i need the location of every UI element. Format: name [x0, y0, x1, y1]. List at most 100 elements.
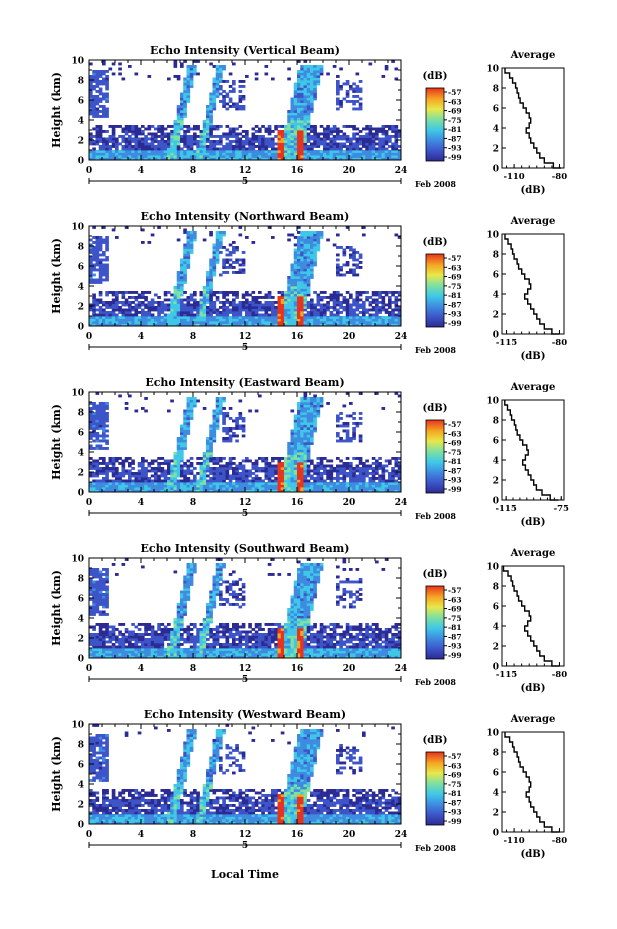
heatmap-cell [388, 145, 392, 148]
heatmap-cell [92, 150, 96, 153]
heatmap-cell [297, 288, 301, 292]
heatmap [89, 60, 402, 161]
heatmap-cell [362, 137, 366, 141]
heatmap-cell [293, 130, 298, 133]
heatmap-cell [316, 231, 321, 234]
heatmap-cell [287, 281, 291, 284]
heatmap-cell [134, 147, 139, 151]
heatmap-cell [215, 427, 220, 430]
heatmap-cell [329, 313, 334, 317]
heatmap-cell [258, 135, 262, 138]
heatmap-cell [254, 477, 259, 480]
heatmap-cell [183, 291, 187, 294]
heatmap-cell [251, 306, 256, 309]
heatmap-cell [160, 484, 165, 488]
heatmap-cell [92, 266, 96, 269]
heatmap-cell [173, 318, 178, 322]
heatmap-cell [310, 246, 314, 249]
heatmap-cell [313, 231, 317, 234]
heatmap-cell [232, 432, 236, 435]
heatmap-cell [241, 251, 246, 254]
heatmap-cell [124, 313, 129, 317]
heatmap-cell [95, 432, 100, 435]
heatmap-cell [287, 487, 291, 490]
heatmap-cell [352, 142, 356, 146]
heatmap-cell [118, 135, 122, 138]
heatmap-cell [342, 404, 347, 408]
heatmap-cell [345, 291, 350, 294]
heatmap-cell [381, 137, 386, 141]
heatmap-cell [219, 236, 223, 239]
heatmap-cell [371, 147, 376, 151]
heatmap-cell [157, 489, 161, 493]
heatmap-cell [381, 321, 386, 324]
heatmap-cell [92, 414, 96, 418]
heatmap-cell [180, 135, 184, 138]
heatmap-cell [183, 439, 187, 443]
heatmap-cell [303, 447, 308, 450]
heatmap-cell [206, 112, 210, 116]
heatmap-cell [98, 75, 103, 78]
heatmap-cell [251, 157, 256, 161]
panel-title: Echo Intensity (Eastward Beam) [145, 376, 344, 389]
heatmap-cell [241, 429, 246, 433]
heatmap-cell [280, 132, 285, 136]
heatmap-cell [300, 273, 304, 277]
heatmap-cell [193, 306, 197, 309]
heatmap-cell [202, 286, 207, 289]
heatmap-cell [306, 286, 311, 289]
heatmap-cell [98, 258, 103, 262]
heatmap-cell [300, 283, 304, 287]
heatmap-cell [267, 157, 272, 161]
heatmap-cell [306, 100, 311, 103]
heatmap-cell [209, 150, 213, 153]
heatmap-cell [199, 308, 204, 312]
heatmap-cell [95, 464, 100, 468]
heatmap-cell [362, 311, 366, 314]
heatmap-cell [306, 117, 311, 121]
heatmap-cell [381, 150, 386, 153]
heatmap-cell [219, 80, 223, 83]
heatmap-cell [131, 472, 135, 475]
heatmap-cell [258, 467, 262, 470]
heatmap-cell [287, 127, 291, 131]
heatmap-cell [391, 150, 395, 153]
heatmap-cell [365, 323, 369, 327]
heatmap-cell [300, 472, 304, 475]
heatmap-cell [121, 467, 126, 470]
heatmap-cell [381, 130, 386, 133]
heatmap-cell [358, 412, 363, 415]
y-tick-label: 4 [78, 283, 84, 293]
heatmap-cell [300, 107, 304, 111]
heatmap-cell [339, 316, 343, 319]
heatmap-cell [300, 407, 304, 410]
heatmap-cell [232, 135, 236, 138]
heatmap-cell [98, 469, 103, 473]
heatmap-cell [183, 489, 187, 493]
heatmap-cell [287, 293, 291, 297]
heatmap-cell [150, 135, 155, 138]
heatmap-cell [254, 301, 259, 304]
heatmap-cell [108, 147, 113, 151]
heatmap-cell [95, 253, 100, 257]
heatmap-cell [248, 479, 252, 483]
heatmap-cell [105, 417, 109, 420]
heatmap-cell [345, 313, 350, 317]
heatmap-cell [157, 301, 161, 304]
heatmap-cell [271, 236, 275, 239]
heatmap-cell [131, 152, 135, 156]
heatmap-cell [232, 90, 236, 93]
heatmap-cell [274, 323, 278, 327]
heatmap-cell [92, 135, 96, 138]
heatmap-cell [186, 95, 191, 98]
heatmap-cell [355, 251, 360, 254]
heatmap-cell [89, 246, 93, 249]
heatmap-cell [144, 306, 148, 309]
heatmap-cell [167, 469, 171, 473]
heatmap-cell [199, 464, 204, 468]
heatmap-cell [186, 236, 191, 239]
heatmap-cell [163, 487, 168, 490]
heatmap-cell [209, 321, 213, 324]
heatmap-cell [183, 298, 187, 302]
heatmap-cell [183, 87, 187, 91]
